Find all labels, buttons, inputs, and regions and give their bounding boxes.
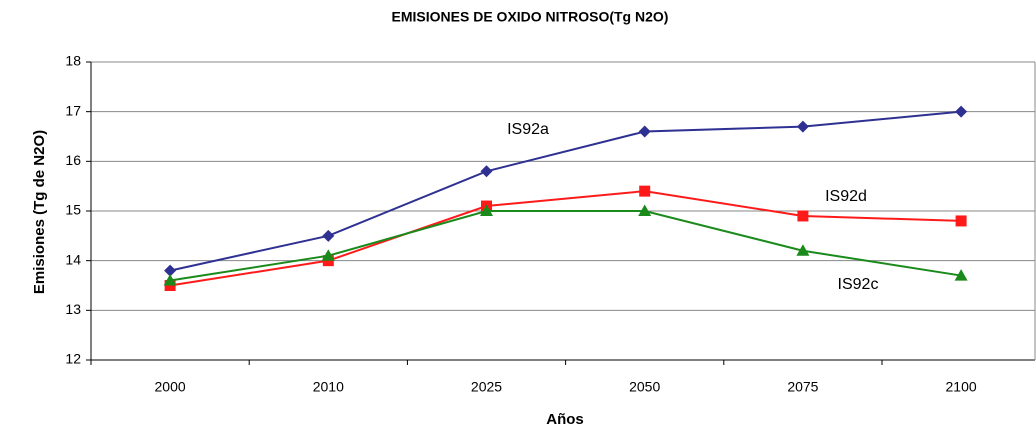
data-point xyxy=(955,215,967,227)
y-tick-label: 14 xyxy=(65,251,81,267)
x-tick-label: 2100 xyxy=(946,379,977,395)
y-tick-label: 18 xyxy=(65,53,81,69)
data-point xyxy=(638,204,652,216)
data-point xyxy=(322,229,335,242)
x-axis-label: Años xyxy=(546,411,584,428)
x-tick-label: 2050 xyxy=(629,379,660,395)
x-tick-label: 2000 xyxy=(155,379,186,395)
y-tick-label: 13 xyxy=(65,301,81,317)
series-label: IS92d xyxy=(825,188,867,205)
data-point xyxy=(954,269,968,281)
y-axis-label: Emisiones (Tg de N2O) xyxy=(31,130,48,294)
data-point xyxy=(321,249,335,261)
data-point xyxy=(797,210,809,222)
chart-title: EMISIONES DE OXIDO NITROSO(Tg N2O) xyxy=(392,9,669,25)
x-tick-label: 2075 xyxy=(787,379,818,395)
data-point xyxy=(639,185,651,197)
data-point xyxy=(164,264,177,277)
data-point xyxy=(796,120,809,133)
series-line xyxy=(169,210,962,282)
series-label: IS92c xyxy=(838,276,879,293)
y-tick-label: 16 xyxy=(65,152,81,168)
data-point xyxy=(796,244,810,256)
y-tick-label: 15 xyxy=(65,202,81,218)
series-line xyxy=(169,110,962,272)
data-point xyxy=(480,204,493,216)
x-tick-label: 2025 xyxy=(471,379,502,395)
data-point xyxy=(480,165,493,178)
data-point xyxy=(955,105,968,118)
y-tick-label: 17 xyxy=(65,102,81,118)
data-point xyxy=(163,274,177,286)
data-point xyxy=(638,125,651,138)
y-tick-label: 12 xyxy=(65,351,81,367)
series-label: IS92a xyxy=(507,121,549,138)
x-tick-label: 2010 xyxy=(313,379,344,395)
series-line xyxy=(169,190,962,287)
